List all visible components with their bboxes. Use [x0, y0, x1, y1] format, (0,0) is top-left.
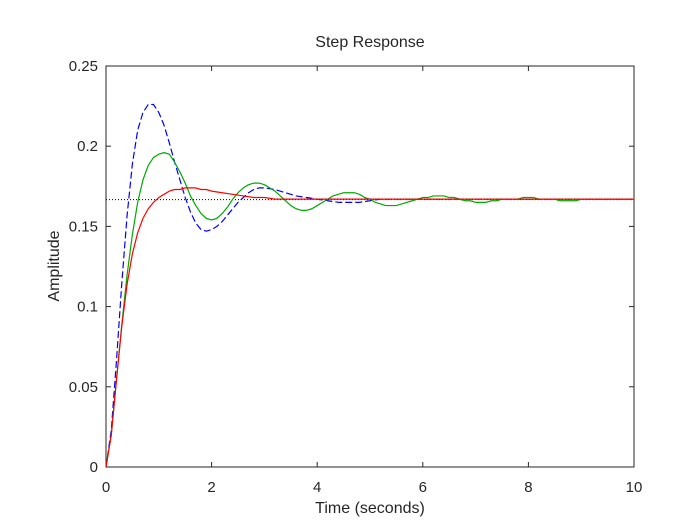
y-tick-label: 0.2: [77, 138, 98, 155]
y-tick-label: 0.25: [69, 58, 98, 75]
x-tick-label: 0: [102, 479, 110, 496]
x-axis-label: Time (seconds): [315, 500, 425, 517]
axes-group: [105, 65, 635, 468]
y-tick-label: 0.15: [69, 218, 98, 235]
y-axis-label: Amplitude: [46, 230, 63, 301]
x-tick-label: 4: [313, 479, 321, 496]
tick-group: 0 2 4 6 8 10 0 0.05 0.1 0.15 0.2 0.25: [69, 58, 643, 496]
x-tick-label: 8: [524, 479, 532, 496]
x-tick-label: 6: [419, 479, 427, 496]
y-tick-label: 0.1: [77, 299, 98, 316]
series-group: [105, 103, 635, 468]
plot-frame: [105, 65, 635, 468]
x-tick-label: 2: [207, 479, 215, 496]
chart-title: Step Response: [315, 34, 425, 51]
series-line-3: [105, 187, 635, 468]
y-tick-label: 0: [90, 459, 98, 476]
x-tick-label: 10: [626, 479, 643, 496]
y-tick-label: 0.05: [69, 379, 98, 396]
